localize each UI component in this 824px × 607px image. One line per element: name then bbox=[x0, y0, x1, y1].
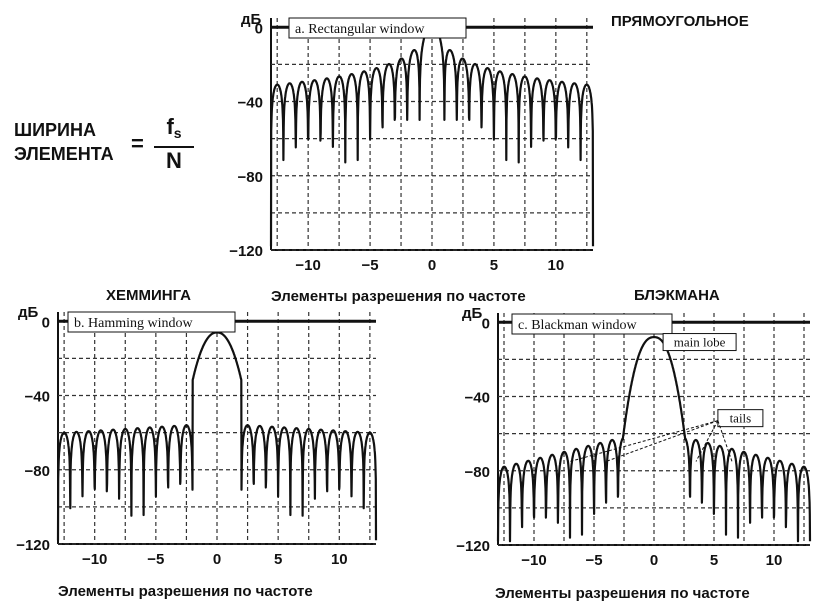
x-tick-label: −10 bbox=[295, 257, 320, 274]
chart-title: c. Blackman window bbox=[518, 318, 637, 333]
y-axis-label: дБ bbox=[18, 304, 39, 321]
annotation-arrow bbox=[695, 420, 719, 462]
heading-rectangular: ПРЯМОУГОЛЬНОЕ bbox=[611, 13, 749, 30]
chart-rect: 0 −40 −80 −120 −10 −5 0 5 10 дБ Элементы разрешени… bbox=[229, 11, 595, 305]
x-tick-label: −10 bbox=[82, 551, 107, 568]
x-tick-label: −5 bbox=[147, 551, 164, 568]
y-tick-label: 0 bbox=[42, 314, 50, 331]
y-tick-label: 0 bbox=[482, 315, 490, 332]
x-tick-label: 0 bbox=[650, 552, 658, 569]
chart-title-box bbox=[511, 313, 673, 335]
annotation-arrow bbox=[569, 420, 719, 462]
x-tick-label: 10 bbox=[548, 257, 565, 274]
formula-line-1: ШИРИНА bbox=[14, 120, 96, 140]
annotation-box bbox=[717, 409, 764, 428]
formula-denominator: N bbox=[166, 148, 182, 173]
x-tick-label: 5 bbox=[274, 551, 282, 568]
annotation-arrow bbox=[717, 420, 733, 462]
x-axis-label: Элементы разрешения по частоте bbox=[58, 583, 313, 600]
x-tick-label: 0 bbox=[428, 257, 436, 274]
formula-fraction: fs N bbox=[154, 114, 194, 174]
formula-numerator-subscript: s bbox=[173, 125, 182, 141]
x-tick-label: 10 bbox=[766, 552, 783, 569]
heading-blackman: БЛЭКМАНА bbox=[634, 287, 720, 304]
y-tick-label: −40 bbox=[465, 390, 490, 407]
bin-width-formula: ШИРИНА ЭЛЕМЕНТА = fs N bbox=[14, 114, 194, 173]
formula-line-2: ЭЛЕМЕНТА bbox=[14, 144, 114, 164]
annotation-label: tails bbox=[730, 411, 752, 426]
x-tick-label: 0 bbox=[213, 551, 221, 568]
y-tick-label: −40 bbox=[238, 95, 263, 112]
y-tick-label: −120 bbox=[456, 538, 490, 555]
y-tick-label: −80 bbox=[25, 463, 50, 480]
y-tick-label: −80 bbox=[238, 169, 263, 186]
x-tick-label: 5 bbox=[490, 257, 498, 274]
x-axis-label: Элементы разрешения по частоте bbox=[495, 585, 750, 602]
y-tick-label: 0 bbox=[255, 20, 263, 37]
x-axis-label: Элементы разрешения по частоте bbox=[271, 288, 526, 305]
chart-blackman: 0 −40 −80 −120 −10 −5 0 5 10 дБ Элементы разрешени… bbox=[456, 305, 812, 602]
y-tick-label: −80 bbox=[465, 464, 490, 481]
x-tick-label: −5 bbox=[585, 552, 602, 569]
y-tick-label: −120 bbox=[229, 243, 263, 260]
formula-equals: = bbox=[131, 131, 144, 156]
chart-title-box bbox=[67, 311, 236, 333]
x-tick-label: −10 bbox=[521, 552, 546, 569]
x-tick-label: −5 bbox=[362, 257, 379, 274]
heading-hamming: ХЕММИНГА bbox=[106, 287, 192, 304]
y-tick-label: −120 bbox=[16, 537, 50, 554]
chart-hamming: 0 −40 −80 −120 −10 −5 0 5 10 дБ Элементы разрешени… bbox=[16, 304, 378, 600]
y-axis-label: дБ bbox=[241, 11, 262, 28]
y-tick-label: −40 bbox=[25, 389, 50, 406]
formula-numerator: fs bbox=[154, 114, 194, 148]
y-axis-label: дБ bbox=[462, 305, 483, 322]
spectrum-line-blackman bbox=[496, 336, 812, 543]
chart-title: a. Rectangular window bbox=[295, 22, 425, 37]
x-tick-label: 5 bbox=[710, 552, 718, 569]
chart-title-box bbox=[288, 17, 467, 39]
formula-numerator-symbol: f bbox=[166, 114, 174, 139]
annotation-box bbox=[662, 333, 737, 352]
chart-title: b. Hamming window bbox=[74, 316, 193, 331]
x-tick-label: 10 bbox=[331, 551, 348, 568]
annotation-label: main lobe bbox=[674, 335, 726, 350]
